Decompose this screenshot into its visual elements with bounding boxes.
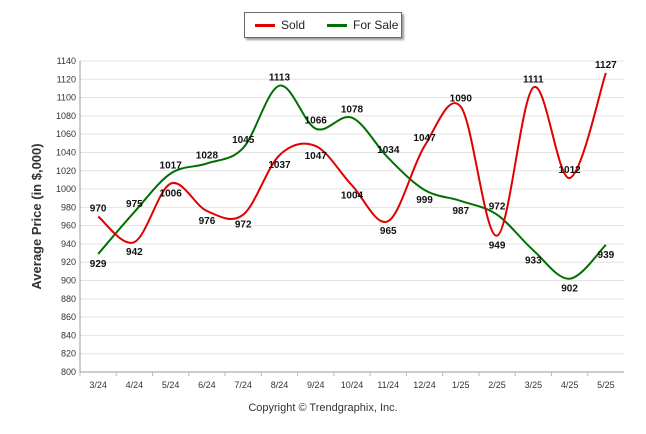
x-tick-label: 2/25 xyxy=(488,380,506,390)
legend-label-for-sale: For Sale xyxy=(353,18,399,32)
data-label: 1034 xyxy=(377,145,400,156)
data-label: 1028 xyxy=(196,150,219,161)
data-label: 1090 xyxy=(450,94,473,105)
axes: 800 820 840 860 880 900 920 940 960 980 1000 1020 10… xyxy=(56,56,624,390)
gridlines xyxy=(80,60,624,373)
legend-swatch-for-sale xyxy=(327,23,348,27)
copyright-text: Copyright © Trendgraphix, Inc. xyxy=(248,402,398,414)
data-label: 987 xyxy=(452,206,469,217)
y-tick-label: 960 xyxy=(61,221,76,231)
data-label: 939 xyxy=(598,250,615,261)
data-label: 1047 xyxy=(413,133,436,144)
y-tick-label: 1120 xyxy=(57,74,76,84)
y-tick-label: 980 xyxy=(61,202,76,212)
data-label: 976 xyxy=(199,216,216,227)
data-label: 902 xyxy=(561,284,578,295)
data-label: 1017 xyxy=(160,161,183,172)
data-labels: 970 942 1006 976 972 1037 1047 1004 965 1047 1090 9… xyxy=(90,60,617,295)
data-label: 965 xyxy=(380,226,397,237)
legend: Sold For Sale xyxy=(244,12,402,38)
x-tick-label: 4/25 xyxy=(561,380,579,390)
legend-swatch-sold xyxy=(255,23,275,27)
series-line-sold xyxy=(97,72,607,244)
y-tick-label: 1000 xyxy=(56,184,76,194)
series-line-for-sale xyxy=(97,84,607,280)
data-label: 1004 xyxy=(341,190,364,201)
data-label: 933 xyxy=(525,255,542,266)
data-label: 970 xyxy=(90,204,107,215)
x-tick-label: 3/24 xyxy=(89,380,107,390)
y-axis-title: Average Price (in $,000) xyxy=(29,143,44,289)
legend-item-sold: Sold xyxy=(255,18,305,32)
y-tick-label: 900 xyxy=(61,276,76,286)
y-tick-label: 940 xyxy=(61,239,76,249)
data-label: 1111 xyxy=(523,75,544,86)
x-tick-label: 5/24 xyxy=(162,380,180,390)
y-tick-label: 840 xyxy=(61,330,76,340)
x-tick-label: 1/25 xyxy=(452,380,470,390)
data-label: 1047 xyxy=(305,151,328,162)
data-label: 929 xyxy=(90,259,107,270)
y-tick-label: 1100 xyxy=(57,93,76,103)
y-tick-label: 1140 xyxy=(57,56,76,66)
y-tick-label: 820 xyxy=(61,349,76,359)
data-label: 1113 xyxy=(269,73,291,84)
y-tick-label: 800 xyxy=(61,367,76,377)
data-label: 942 xyxy=(126,247,143,258)
legend-item-for-sale: For Sale xyxy=(327,18,398,32)
x-tick-label: 3/25 xyxy=(525,380,543,390)
x-tick-label: 5/25 xyxy=(597,380,615,390)
y-tick-label: 1080 xyxy=(56,111,76,121)
data-label: 1078 xyxy=(341,105,364,116)
x-tick-label: 8/24 xyxy=(271,380,289,390)
y-tick-label: 1060 xyxy=(56,129,76,139)
x-tick-label: 7/24 xyxy=(234,380,252,390)
x-tick-label: 6/24 xyxy=(198,380,216,390)
x-tick-label: 12/24 xyxy=(413,380,436,390)
x-tick-label: 11/24 xyxy=(377,380,399,390)
x-tick-label: 4/24 xyxy=(126,380,144,390)
data-label: 1012 xyxy=(558,165,581,176)
y-tick-label: 920 xyxy=(61,257,76,267)
data-label: 1037 xyxy=(268,160,291,171)
data-label: 1006 xyxy=(160,189,183,200)
data-label: 1066 xyxy=(305,116,328,127)
data-label: 1127 xyxy=(595,60,617,71)
y-tick-label: 1020 xyxy=(56,166,76,176)
data-label: 972 xyxy=(489,202,506,213)
data-label: 999 xyxy=(416,195,433,206)
data-label: 975 xyxy=(126,199,143,210)
series-lines xyxy=(97,72,607,280)
legend-label-sold: Sold xyxy=(281,18,306,32)
x-tick-label: 9/24 xyxy=(307,380,325,390)
y-tick-label: 1040 xyxy=(56,147,76,157)
data-label: 949 xyxy=(489,241,506,252)
data-label: 972 xyxy=(235,220,252,231)
y-tick-label: 880 xyxy=(61,294,76,304)
y-tick-label: 860 xyxy=(61,312,76,322)
x-tick-label: 10/24 xyxy=(341,380,364,390)
data-label: 1045 xyxy=(232,135,255,146)
